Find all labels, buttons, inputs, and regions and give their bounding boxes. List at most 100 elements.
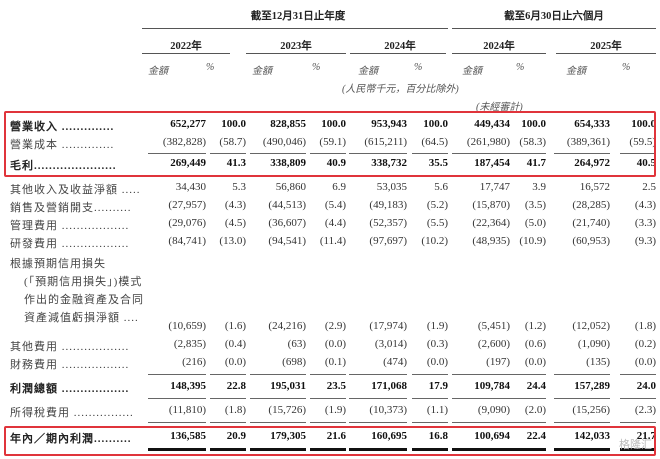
- cell: (15,726): [268, 404, 306, 416]
- cell: (5.4): [324, 199, 346, 211]
- cell: 109,784: [474, 380, 510, 392]
- cell: (64.5): [421, 136, 448, 148]
- row-label: 年內／期內利潤..........: [10, 433, 132, 445]
- row-label: 利潤總額 ..................: [10, 383, 130, 395]
- watermark-logo: 格隆汇: [619, 438, 652, 451]
- cell: (135): [586, 356, 610, 368]
- cell: (0.0): [224, 356, 246, 368]
- highlight-box-net-profit: [4, 426, 656, 456]
- table-row-revenue: 營業收入 .............. 652,277 100.0 828,85…: [0, 118, 660, 135]
- cell: 35.5: [428, 157, 448, 169]
- cell: (4.3): [634, 199, 656, 211]
- cell: 100.0: [423, 118, 448, 130]
- cell: 100.0: [631, 118, 656, 130]
- cell: 2.5: [642, 181, 656, 193]
- cell: 136,585: [170, 430, 206, 442]
- table-row-other-income: 其他收入及收益淨額 ..... 34,430 5.3 56,860 6.9 53…: [0, 181, 660, 198]
- cell: (5.2): [426, 199, 448, 211]
- cell: (2.0): [524, 404, 546, 416]
- unit-note: (人民幣千元，百分比除外): [342, 84, 459, 95]
- row-label-line: 資產減值虧損淨額 ....: [24, 312, 139, 324]
- cell: (261,980): [466, 136, 510, 148]
- cell: (1,090): [577, 338, 610, 350]
- table-row-income-tax: 所得稅費用 ................ (11,810) (1.8) (1…: [0, 404, 660, 421]
- cell: (27,957): [168, 199, 206, 211]
- cell: (44,513): [268, 199, 306, 211]
- cell: (0.0): [426, 356, 448, 368]
- table-row-finance-costs: 財務費用 .................. (216) (0.0) (698…: [0, 356, 660, 373]
- cell: (197): [486, 356, 510, 368]
- cell: (0.1): [324, 356, 346, 368]
- fiscal-year-group-header: 截至12月31日止年度: [250, 11, 346, 22]
- cell: 179,305: [270, 430, 306, 442]
- cell: (94,541): [268, 235, 306, 247]
- pct-label: %: [516, 62, 525, 73]
- cell: 187,454: [474, 157, 510, 169]
- row-label: 其他收入及收益淨額 .....: [10, 184, 141, 196]
- year-header-2024: 2024年: [384, 41, 416, 52]
- cell: (0.0): [524, 356, 546, 368]
- cell: 34,430: [175, 181, 206, 193]
- cell: (3.3): [634, 217, 656, 229]
- cell: (1.9): [426, 320, 448, 332]
- cell: (1.8): [224, 404, 246, 416]
- year-header-2022: 2022年: [170, 41, 202, 52]
- amount-label: 金額: [252, 66, 272, 77]
- amount-label: 金額: [566, 66, 586, 77]
- cell: (29,076): [168, 217, 206, 229]
- cell: 3.9: [532, 181, 546, 193]
- cell: (52,357): [369, 217, 407, 229]
- row-label: 研發費用 ..................: [10, 238, 130, 250]
- cell: (10,659): [168, 320, 206, 332]
- cell: (5.0): [524, 217, 546, 229]
- cell: 41.3: [226, 157, 246, 169]
- table-row-rnd-expenses: 研發費用 .................. (84,741) (13.0) …: [0, 235, 660, 252]
- pct-label: %: [312, 62, 321, 73]
- row-label-line: (「預期信用損失」)模式: [24, 276, 143, 288]
- cell: (1.8): [634, 320, 656, 332]
- cell: (474): [383, 356, 407, 368]
- cell: 100.0: [221, 118, 246, 130]
- cell: 6.9: [332, 181, 346, 193]
- cell: (389,361): [566, 136, 610, 148]
- cell: (4.4): [324, 217, 346, 229]
- cell: 142,033: [574, 430, 610, 442]
- row-label-ecl: 根據預期信用損失 (「預期信用損失」)模式 作出的金融資產及合同 資產減值虧損淨…: [10, 255, 144, 327]
- cell: (58.7): [219, 136, 246, 148]
- cell: (2.3): [634, 404, 656, 416]
- cell: (0.0): [324, 338, 346, 350]
- cell: (28,285): [572, 199, 610, 211]
- cell: 16,572: [579, 181, 610, 193]
- cell: 22.4: [526, 430, 546, 442]
- cell: 953,943: [371, 118, 407, 130]
- cell: (9,090): [477, 404, 510, 416]
- cell: 20.9: [226, 430, 246, 442]
- cell: 264,972: [574, 157, 610, 169]
- cell: (5.5): [426, 217, 448, 229]
- cell: (1.9): [324, 404, 346, 416]
- cell: 41.7: [526, 157, 546, 169]
- cell: (1.6): [224, 320, 246, 332]
- cell: 157,289: [574, 380, 610, 392]
- cell: (1.1): [426, 404, 448, 416]
- cell: 449,434: [474, 118, 510, 130]
- cell: (216): [182, 356, 206, 368]
- cell: (2,835): [173, 338, 206, 350]
- cell: (59.1): [319, 136, 346, 148]
- cell: 22.8: [226, 380, 246, 392]
- row-label: 財務費用 ..................: [10, 359, 130, 371]
- cell: (0.6): [524, 338, 546, 350]
- year-header-2024-h1: 2024年: [483, 41, 515, 52]
- year-underline: [556, 53, 656, 54]
- table-row-net-profit: 年內／期內利潤.......... 136,585 20.9 179,305 2…: [0, 430, 660, 447]
- amount-label: 金額: [148, 66, 168, 77]
- cell: 148,395: [170, 380, 206, 392]
- table-row-profit-before-tax: 利潤總額 .................. 148,395 22.8 195…: [0, 380, 660, 397]
- half-year-group-header: 截至6月30日止六個月: [504, 11, 604, 22]
- table-row-gross-profit: 毛利...................... 269,449 41.3 33…: [0, 157, 660, 174]
- cell: 195,031: [270, 380, 306, 392]
- cell: (58.3): [519, 136, 546, 148]
- highlight-box-revenue-gross-profit: [4, 111, 656, 177]
- cell: (48,935): [472, 235, 510, 247]
- row-label: 管理費用 ..................: [10, 220, 130, 232]
